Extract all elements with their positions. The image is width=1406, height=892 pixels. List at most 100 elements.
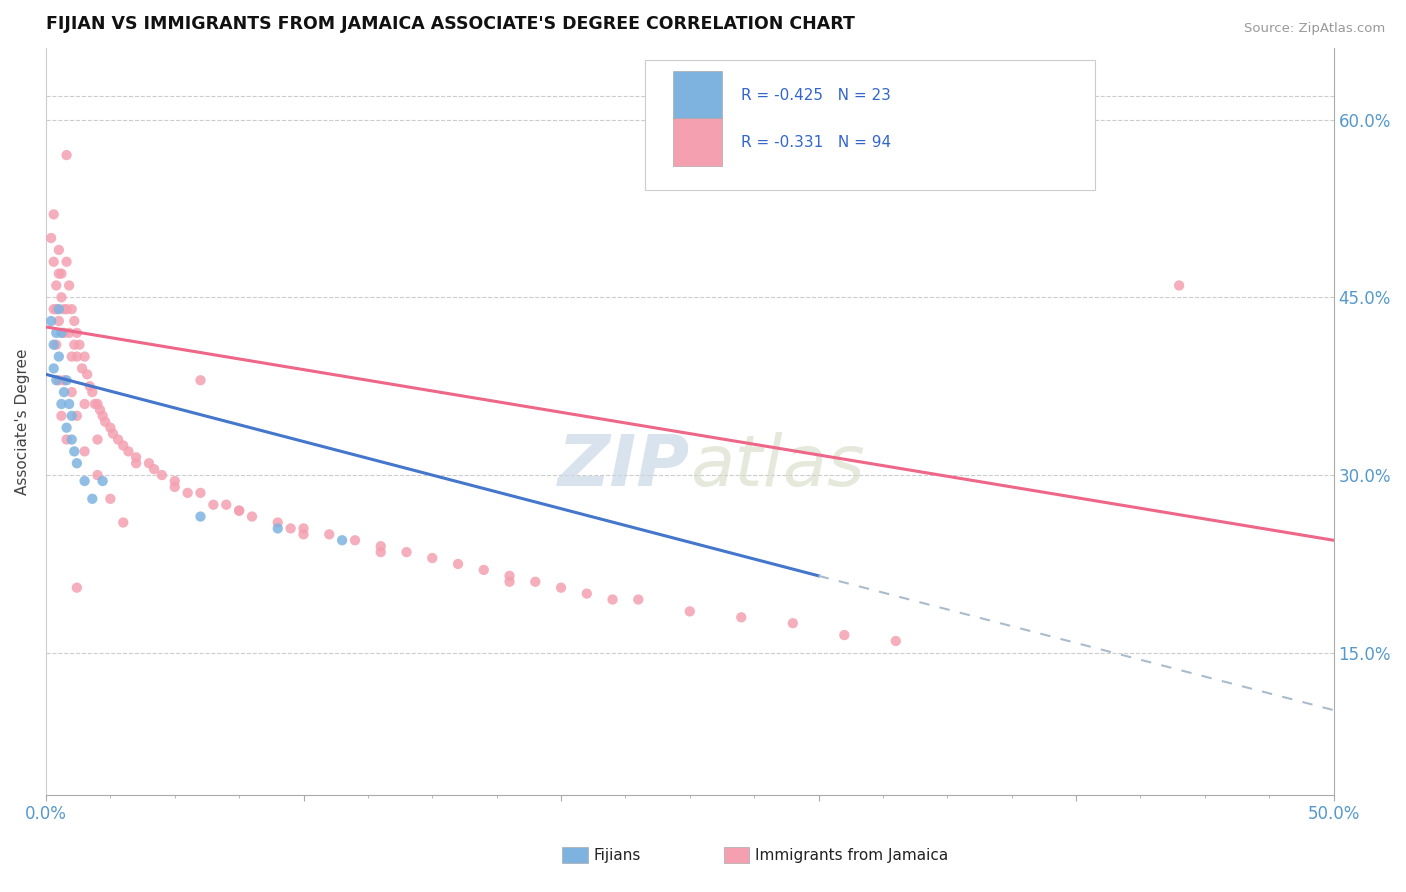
Point bbox=[60, 385, 83, 400]
Point bbox=[55, 302, 77, 317]
FancyBboxPatch shape bbox=[645, 60, 1095, 190]
Point bbox=[42, 361, 65, 376]
Point bbox=[51, 409, 73, 423]
Text: Immigrants from Jamaica: Immigrants from Jamaica bbox=[755, 848, 948, 863]
Point bbox=[267, 516, 290, 530]
Point bbox=[292, 521, 315, 535]
Point bbox=[45, 373, 67, 387]
Point bbox=[884, 634, 907, 648]
Point bbox=[55, 433, 77, 447]
Point bbox=[60, 302, 83, 317]
Point bbox=[82, 491, 104, 506]
Point bbox=[190, 486, 212, 500]
Point bbox=[834, 628, 856, 642]
Point bbox=[101, 426, 124, 441]
Point bbox=[63, 444, 86, 458]
Point bbox=[267, 521, 290, 535]
Point bbox=[45, 337, 67, 351]
Point bbox=[176, 486, 198, 500]
Point bbox=[472, 563, 495, 577]
Point bbox=[190, 509, 212, 524]
Point bbox=[83, 397, 105, 411]
Point bbox=[575, 586, 598, 600]
Point bbox=[447, 557, 470, 571]
Point bbox=[86, 397, 108, 411]
Bar bbox=[673, 70, 723, 120]
Point bbox=[98, 420, 121, 434]
Point bbox=[138, 456, 160, 470]
Point bbox=[55, 254, 77, 268]
Point bbox=[330, 533, 353, 548]
Point bbox=[602, 592, 624, 607]
Point bbox=[550, 581, 572, 595]
Point bbox=[370, 539, 392, 553]
Point bbox=[1168, 278, 1191, 293]
Point bbox=[48, 350, 70, 364]
Text: R = -0.331   N = 94: R = -0.331 N = 94 bbox=[741, 135, 891, 150]
Point bbox=[48, 243, 70, 257]
Text: R = -0.425   N = 23: R = -0.425 N = 23 bbox=[741, 87, 891, 103]
Point bbox=[66, 456, 89, 470]
Point bbox=[42, 207, 65, 221]
Point bbox=[73, 474, 96, 488]
Point bbox=[190, 373, 212, 387]
Point bbox=[42, 302, 65, 317]
Point bbox=[58, 326, 80, 340]
Point bbox=[82, 385, 104, 400]
Point bbox=[98, 491, 121, 506]
Point bbox=[48, 373, 70, 387]
Point bbox=[53, 373, 76, 387]
Point bbox=[48, 314, 70, 328]
Point bbox=[69, 337, 91, 351]
Point bbox=[66, 326, 89, 340]
Point bbox=[112, 438, 135, 452]
Point bbox=[51, 397, 73, 411]
Point bbox=[94, 415, 117, 429]
Point bbox=[163, 474, 186, 488]
Point bbox=[66, 350, 89, 364]
Point bbox=[73, 444, 96, 458]
Point bbox=[240, 509, 263, 524]
Point bbox=[53, 326, 76, 340]
Point bbox=[63, 337, 86, 351]
Point bbox=[58, 278, 80, 293]
Point bbox=[48, 267, 70, 281]
Point bbox=[150, 468, 173, 483]
Point bbox=[42, 254, 65, 268]
Point bbox=[51, 267, 73, 281]
Point bbox=[66, 581, 89, 595]
Text: FIJIAN VS IMMIGRANTS FROM JAMAICA ASSOCIATE'S DEGREE CORRELATION CHART: FIJIAN VS IMMIGRANTS FROM JAMAICA ASSOCI… bbox=[46, 15, 855, 33]
Point bbox=[53, 385, 76, 400]
Point bbox=[70, 361, 93, 376]
Point bbox=[48, 302, 70, 317]
Point bbox=[215, 498, 238, 512]
Point bbox=[163, 480, 186, 494]
Text: Source: ZipAtlas.com: Source: ZipAtlas.com bbox=[1244, 22, 1385, 36]
Point bbox=[89, 403, 111, 417]
Point bbox=[730, 610, 752, 624]
Point bbox=[60, 409, 83, 423]
Point bbox=[91, 409, 114, 423]
Point bbox=[60, 433, 83, 447]
Point bbox=[782, 616, 804, 631]
Point bbox=[292, 527, 315, 541]
Point bbox=[63, 314, 86, 328]
Point bbox=[51, 290, 73, 304]
Point bbox=[143, 462, 166, 476]
Point bbox=[73, 350, 96, 364]
Point bbox=[79, 379, 101, 393]
Point bbox=[395, 545, 418, 559]
Point bbox=[228, 503, 250, 517]
Point bbox=[39, 314, 62, 328]
Point bbox=[53, 302, 76, 317]
Point bbox=[318, 527, 340, 541]
Point bbox=[370, 545, 392, 559]
Point bbox=[498, 574, 520, 589]
Point bbox=[228, 503, 250, 517]
Point bbox=[91, 474, 114, 488]
Point bbox=[524, 574, 547, 589]
Point bbox=[420, 551, 443, 566]
Point bbox=[42, 337, 65, 351]
Text: ZIP: ZIP bbox=[558, 432, 690, 501]
Point bbox=[498, 569, 520, 583]
